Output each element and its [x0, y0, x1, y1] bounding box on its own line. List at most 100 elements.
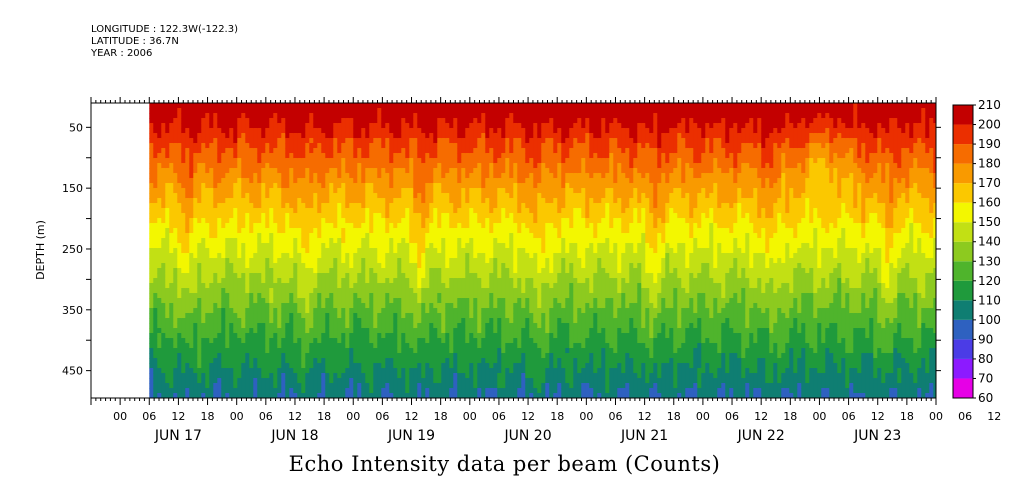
heatmap-cell: [201, 103, 206, 109]
heatmap-cell: [461, 118, 466, 124]
heatmap-cell: [245, 393, 250, 398]
heatmap-cell: [305, 133, 310, 139]
heatmap-cell: [389, 148, 394, 154]
heatmap-cell: [449, 323, 454, 329]
heatmap-cell: [317, 223, 322, 229]
heatmap-cell: [421, 183, 426, 189]
heatmap-cell: [293, 153, 298, 159]
heatmap-cell: [365, 293, 370, 299]
heatmap-cell: [277, 368, 282, 374]
heatmap-cell: [353, 173, 358, 179]
heatmap-cell: [341, 143, 346, 149]
heatmap-cell: [357, 143, 362, 149]
heatmap-cell: [293, 228, 298, 234]
heatmap-cell: [349, 328, 354, 334]
heatmap-cell: [289, 388, 294, 394]
heatmap-cell: [153, 198, 158, 204]
heatmap-cell: [449, 293, 454, 299]
heatmap-cell: [181, 293, 186, 299]
heatmap-cell: [281, 228, 286, 234]
heatmap-cell: [349, 303, 354, 309]
heatmap-cell: [301, 358, 306, 364]
heatmap-cell: [321, 183, 326, 189]
heatmap-cell: [365, 393, 370, 398]
heatmap-cell: [165, 263, 170, 269]
heatmap-cell: [457, 328, 462, 334]
heatmap-cell: [237, 268, 242, 274]
heatmap-cell: [417, 168, 422, 174]
heatmap-cell: [453, 253, 458, 259]
heatmap-cell: [453, 378, 458, 384]
heatmap-cell: [325, 238, 330, 244]
heatmap-cell: [461, 258, 466, 264]
heatmap-cell: [281, 298, 286, 304]
heatmap-cell: [197, 283, 202, 289]
heatmap-cell: [189, 188, 194, 194]
heatmap-cell: [245, 388, 250, 394]
heatmap-cell: [321, 298, 326, 304]
heatmap-cell: [273, 358, 278, 364]
heatmap-cell: [309, 248, 314, 254]
heatmap-cell: [197, 183, 202, 189]
heatmap-cell: [245, 338, 250, 344]
heatmap-cell: [409, 278, 414, 284]
heatmap-cell: [265, 193, 270, 199]
heatmap-cell: [473, 143, 478, 149]
heatmap-cell: [249, 113, 254, 119]
heatmap-cell: [273, 163, 278, 169]
heatmap-cell: [205, 393, 210, 398]
heatmap-cell: [457, 353, 462, 359]
heatmap-cell: [153, 338, 158, 344]
heatmap-cell: [393, 173, 398, 179]
heatmap-cell: [149, 318, 154, 324]
heatmap-cell: [229, 108, 234, 114]
heatmap-cell: [345, 303, 350, 309]
heatmap-cell: [481, 223, 486, 229]
heatmap-cell: [197, 148, 202, 154]
heatmap-cell: [169, 363, 174, 369]
heatmap-cell: [189, 303, 194, 309]
heatmap-cell: [465, 188, 470, 194]
heatmap-cell: [209, 228, 214, 234]
heatmap-cell: [193, 308, 198, 314]
heatmap-cell: [317, 273, 322, 279]
heatmap-cell: [293, 223, 298, 229]
heatmap-cell: [385, 343, 390, 349]
heatmap-cell: [481, 353, 486, 359]
heatmap-cell: [289, 208, 294, 214]
heatmap-cell: [289, 318, 294, 324]
heatmap-cell: [181, 328, 186, 334]
heatmap-cell: [217, 308, 222, 314]
heatmap-cell: [269, 313, 274, 319]
heatmap-cell: [457, 163, 462, 169]
heatmap-cell: [405, 188, 410, 194]
heatmap-cell: [313, 163, 318, 169]
heatmap-cell: [241, 308, 246, 314]
heatmap-cell: [177, 208, 182, 214]
heatmap-cell: [345, 178, 350, 184]
heatmap-cell: [477, 283, 482, 289]
heatmap-cell: [457, 393, 462, 398]
heatmap-cell: [213, 303, 218, 309]
heatmap-cell: [165, 293, 170, 299]
heatmap-cell: [181, 223, 186, 229]
heatmap-cell: [409, 343, 414, 349]
heatmap-cell: [485, 283, 490, 289]
heatmap-cell: [245, 238, 250, 244]
heatmap-cell: [257, 298, 262, 304]
heatmap-cell: [241, 333, 246, 339]
heatmap-cell: [433, 223, 438, 229]
heatmap-cell: [417, 283, 422, 289]
heatmap-cell: [361, 298, 366, 304]
heatmap-cell: [169, 128, 174, 134]
heatmap-cell: [373, 208, 378, 214]
heatmap-cell: [317, 108, 322, 114]
heatmap-cell: [325, 328, 330, 334]
heatmap-cell: [229, 183, 234, 189]
heatmap-cell: [405, 283, 410, 289]
heatmap-cell: [297, 178, 302, 184]
heatmap-cell: [449, 238, 454, 244]
heatmap-cell: [213, 173, 218, 179]
heatmap-cell: [293, 308, 298, 314]
heatmap-cell: [209, 168, 214, 174]
